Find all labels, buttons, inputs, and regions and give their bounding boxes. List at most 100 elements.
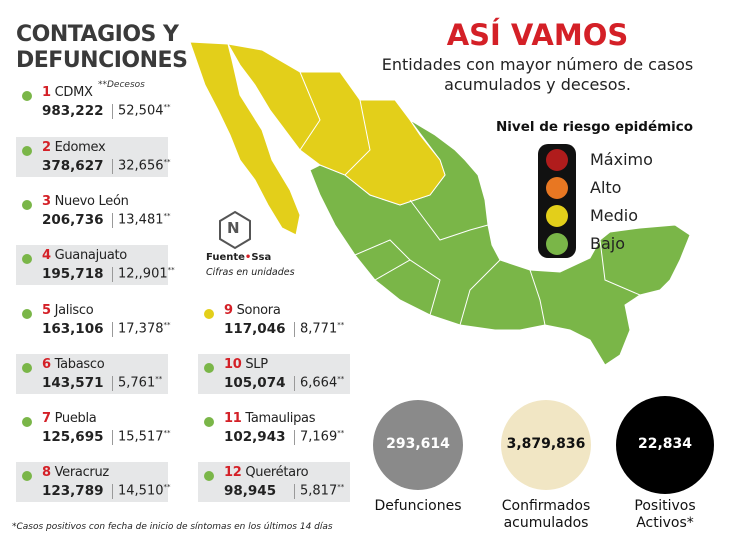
separator <box>112 322 113 337</box>
state-rank: 5 <box>42 303 51 318</box>
state-card: 6 Tabasco 143,571 5,761** <box>16 354 168 394</box>
left-title: CONTAGIOS Y DEFUNCIONES <box>16 22 188 73</box>
logo: N <box>227 219 240 237</box>
state-name: CDMX <box>54 85 93 100</box>
deaths-mark: ** <box>163 103 171 111</box>
state-cases: 102,943 <box>224 429 286 445</box>
state-cases: 143,571 <box>42 375 104 391</box>
state-rank: 12 <box>224 465 242 480</box>
map <box>189 41 691 366</box>
state-line: 2 Edomex <box>42 140 106 155</box>
state-card: 4 Guanajuato 195,718 12,,901** <box>16 245 175 285</box>
state-deaths: 8,771 <box>300 321 338 337</box>
state-deaths: 52,504 <box>118 103 164 119</box>
total-label: Defunciones <box>374 498 462 514</box>
deaths-mark: ** <box>337 429 345 437</box>
state-cases: 983,222 <box>42 103 104 119</box>
title: ASÍ VAMOS <box>446 18 629 52</box>
state-deaths: 12,,901 <box>118 266 168 282</box>
legend-title: Nivel de riesgo epidémico <box>496 119 694 135</box>
state-card: 1 CDMX 983,222 52,504** <box>16 82 171 122</box>
state-name: Jalisco <box>54 303 94 318</box>
separator <box>112 159 113 174</box>
state-cases: 125,695 <box>42 429 104 445</box>
legend-label: Bajo <box>590 234 626 253</box>
state-deaths-wrap: 5,761** <box>118 375 162 390</box>
total-value: 3,879,836 <box>506 436 586 452</box>
state-deaths: 13,481 <box>118 212 164 228</box>
state-name: Tabasco <box>54 357 105 372</box>
risk-dot <box>22 363 32 373</box>
state-name: Puebla <box>54 411 97 426</box>
source-units: Cifras en unidades <box>206 267 295 278</box>
risk-dot <box>22 91 32 101</box>
state-name: Sonora <box>236 303 281 318</box>
state-deaths: 32,656 <box>118 158 164 174</box>
map-medium-risk <box>227 43 446 206</box>
state-rank: 11 <box>224 411 242 426</box>
map-medium-risk <box>189 41 301 236</box>
state-rank: 10 <box>224 357 242 372</box>
deaths-mark: ** <box>167 266 175 274</box>
separator <box>112 376 113 391</box>
total-label: Confirmados acumulados <box>501 498 591 531</box>
state-borders <box>299 71 641 326</box>
state-deaths: 7,169 <box>300 429 338 445</box>
legend-light <box>546 149 568 171</box>
separator <box>112 484 113 499</box>
state-deaths-wrap: 14,510** <box>118 483 171 498</box>
risk-dot <box>22 471 32 481</box>
state-deaths-wrap: 5,817** <box>300 483 344 498</box>
state-deaths: 5,761 <box>118 375 156 391</box>
legend-light <box>546 233 568 255</box>
deaths-mark: ** <box>163 158 171 166</box>
state-line: 6 Tabasco <box>42 357 105 372</box>
state-cases: 105,074 <box>224 375 286 391</box>
total-circle <box>501 400 591 490</box>
state-cases: 123,789 <box>42 483 104 499</box>
state-line: 5 Jalisco <box>42 303 94 318</box>
state-rank: 3 <box>42 194 51 209</box>
total-circle <box>373 400 463 490</box>
state-deaths: 15,517 <box>118 429 164 445</box>
risk-dot <box>22 254 32 264</box>
state-deaths-wrap: 12,,901** <box>118 266 175 281</box>
state-card: 3 Nuevo León 206,736 13,481** <box>16 191 171 231</box>
state-cases: 98,945 <box>224 483 277 499</box>
state-name: SLP <box>245 357 268 372</box>
traffic-light <box>538 144 576 258</box>
legend-light <box>546 177 568 199</box>
deaths-mark: ** <box>337 321 345 329</box>
state-deaths: 17,378 <box>118 321 164 337</box>
deaths-mark: ** <box>337 483 345 491</box>
state-rank: 8 <box>42 465 51 480</box>
state-deaths: 14,510 <box>118 483 164 499</box>
state-line: 3 Nuevo León <box>42 194 129 209</box>
deaths-mark: ** <box>163 429 171 437</box>
state-card: 8 Veracruz 123,789 14,510** <box>16 462 171 502</box>
deaths-mark: ** <box>163 212 171 220</box>
state-cases: 117,046 <box>224 321 286 337</box>
state-deaths-wrap: 7,169** <box>300 429 344 444</box>
state-rank: 4 <box>42 248 51 263</box>
separator <box>294 322 295 337</box>
state-deaths: 6,664 <box>300 375 338 391</box>
state-card: 9 Sonora 117,046 8,771** <box>198 300 350 340</box>
state-cases: 163,106 <box>42 321 104 337</box>
state-name: Nuevo León <box>54 194 129 209</box>
state-cases: 206,736 <box>42 212 104 228</box>
state-card: 10 SLP 105,074 6,664** <box>198 354 350 394</box>
state-line: 8 Veracruz <box>42 465 109 480</box>
state-name: Veracruz <box>54 465 110 480</box>
separator <box>112 267 113 282</box>
total-circle <box>616 396 714 494</box>
risk-dot <box>22 309 32 319</box>
separator <box>112 430 113 445</box>
state-deaths-wrap: 17,378** <box>118 321 171 336</box>
source: Fuente•Ssa <box>206 252 272 263</box>
total-value: 22,834 <box>637 436 693 452</box>
risk-dot <box>22 200 32 210</box>
state-rank: 2 <box>42 140 51 155</box>
